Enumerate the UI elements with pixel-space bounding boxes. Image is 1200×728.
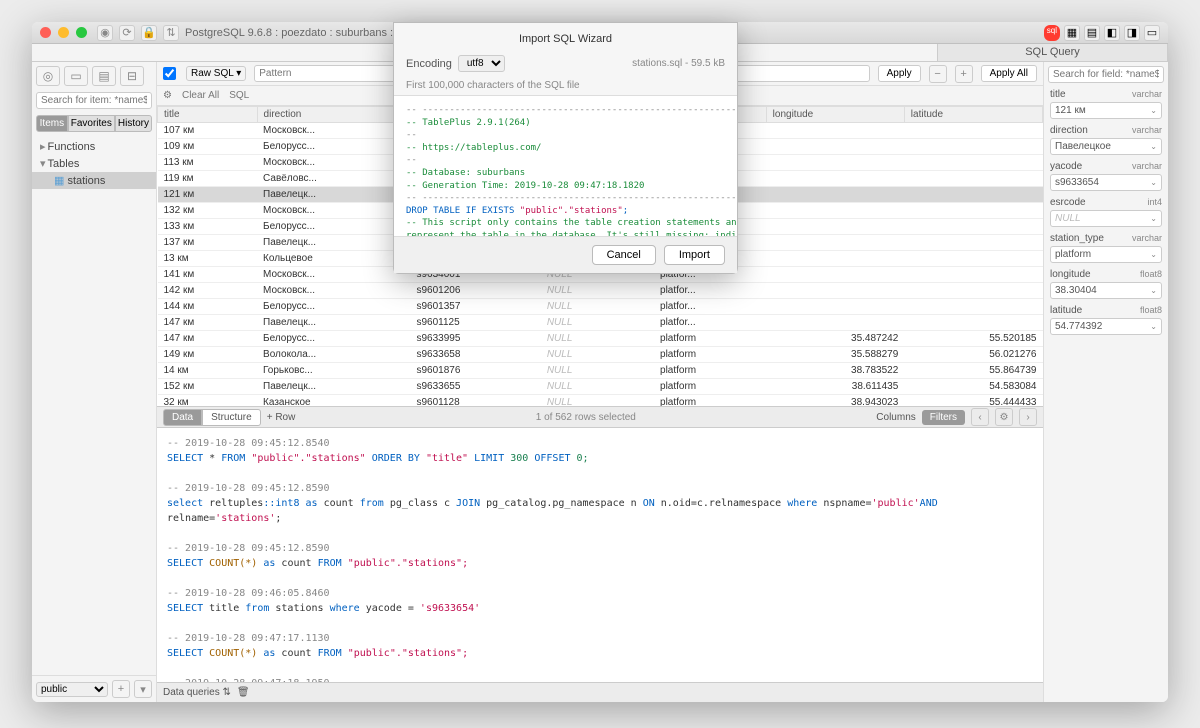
sql-log-pane: -- 2019-10-28 09:45:12.8540 SELECT * FRO…: [157, 428, 1043, 682]
inspector-field-label: latitudefloat8: [1050, 303, 1162, 318]
rawsql-label[interactable]: Raw SQL ▾: [186, 66, 246, 81]
export-icon[interactable]: ⊟: [120, 66, 144, 86]
minimize-icon[interactable]: [58, 27, 69, 38]
history-icon[interactable]: ▤: [92, 66, 116, 86]
inspector-field-label: esrcodeint4: [1050, 195, 1162, 210]
refresh-icon[interactable]: ⟳: [119, 25, 135, 41]
rawsql-checkbox[interactable]: [163, 67, 176, 80]
tab-sqlquery[interactable]: SQL Query: [938, 44, 1168, 61]
sidebar: ◎ ▭ ▤ ⊟ Items Favorites History ▸Functio…: [32, 62, 157, 702]
gear-icon[interactable]: ⚙: [163, 90, 172, 101]
col-header[interactable]: direction: [257, 107, 410, 123]
toolbar-left-icons: ◉ ⟳ 🔒 ⇅: [97, 25, 179, 41]
inspector-search[interactable]: [1048, 66, 1164, 83]
table-row[interactable]: 149 кмВолокола...s9633658NULLplatform35.…: [158, 347, 1043, 363]
add-row[interactable]: + Row: [267, 412, 296, 423]
table-row[interactable]: 152 кмПавелецк...s9633655NULLplatform38.…: [158, 379, 1043, 395]
traffic-lights: [40, 27, 87, 38]
table-row[interactable]: 144 кмБелорусс...s9601357NULLplatfor...: [158, 299, 1043, 315]
add-button[interactable]: +: [112, 680, 130, 698]
cancel-button[interactable]: Cancel: [592, 245, 656, 265]
tree-tables[interactable]: ▾Tables: [32, 155, 156, 172]
tree-functions[interactable]: ▸Functions: [32, 138, 156, 155]
data-queries[interactable]: Data queries ⇅: [163, 687, 231, 698]
tree-item-stations[interactable]: ▦ stations: [32, 172, 156, 189]
inspector-field-label: station_typevarchar: [1050, 231, 1162, 246]
network-icon[interactable]: ⇅: [163, 25, 179, 41]
clearall-link[interactable]: Clear All: [182, 90, 219, 101]
layout1-icon[interactable]: ◧: [1104, 25, 1120, 41]
inspector-field-value[interactable]: NULL⌄: [1050, 210, 1162, 227]
sql-badge: sql: [1044, 25, 1060, 41]
import-button[interactable]: Import: [664, 245, 725, 265]
seg-favorites[interactable]: Favorites: [68, 115, 115, 132]
table-row[interactable]: 142 кмМосковск...s9601206NULLplatfor...: [158, 283, 1043, 299]
dialog-title: Import SQL Wizard: [394, 23, 737, 51]
file-info: stations.sql - 59.5 kB: [632, 58, 725, 69]
lock-icon[interactable]: 🔒: [141, 25, 157, 41]
seg-structure[interactable]: Structure: [202, 409, 261, 426]
gear2-icon[interactable]: ⚙: [995, 408, 1013, 426]
applyall-button[interactable]: Apply All: [981, 65, 1037, 82]
apply-button[interactable]: Apply: [878, 65, 921, 82]
dialog-subtitle: First 100,000 characters of the SQL file: [394, 76, 737, 96]
grid-icon[interactable]: ▦: [1064, 25, 1080, 41]
sql-link[interactable]: SQL: [229, 90, 249, 101]
table-row[interactable]: 147 кмБелорусс...s9633995NULLplatform35.…: [158, 331, 1043, 347]
plus-icon[interactable]: +: [955, 65, 973, 83]
right-inspector: titlevarchar121 км⌄ directionvarcharПавел…: [1043, 62, 1168, 702]
table-row[interactable]: 147 кмПавелецк...s9601125NULLplatfor...: [158, 315, 1043, 331]
schema-select[interactable]: public: [36, 682, 108, 697]
connection-icon[interactable]: ◎: [36, 66, 60, 86]
table-row[interactable]: 14 кмГорьковс...s9601876NULLplatform38.7…: [158, 363, 1043, 379]
encoding-label: Encoding: [406, 58, 452, 70]
inspector-field-label: yacodevarchar: [1050, 159, 1162, 174]
columns-link[interactable]: Columns: [876, 412, 915, 423]
col-header[interactable]: title: [158, 107, 258, 123]
encoding-select[interactable]: utf8: [458, 55, 505, 72]
col-header[interactable]: longitude: [766, 107, 904, 123]
sidebar-search[interactable]: [36, 92, 152, 109]
inspector-field-value[interactable]: s9633654⌄: [1050, 174, 1162, 191]
inspector-field-label: directionvarchar: [1050, 123, 1162, 138]
seg-history[interactable]: History: [115, 115, 152, 132]
main-footer: Data queries ⇅ 🗑: [157, 682, 1043, 702]
prev-icon[interactable]: ‹: [971, 408, 989, 426]
inspector-field-value[interactable]: 54.774392⌄: [1050, 318, 1162, 335]
grid2-icon[interactable]: ▤: [1084, 25, 1100, 41]
inspector-field-value[interactable]: platform⌄: [1050, 246, 1162, 263]
more-button[interactable]: ▾: [134, 680, 152, 698]
mid-footer: Data Structure + Row 1 of 562 rows selec…: [157, 406, 1043, 428]
close-icon[interactable]: [40, 27, 51, 38]
sidebar-segments: Items Favorites History: [36, 115, 152, 132]
row-status: 1 of 562 rows selected: [301, 412, 870, 423]
next-icon[interactable]: ›: [1019, 408, 1037, 426]
zoom-icon[interactable]: [76, 27, 87, 38]
inspector-field-value[interactable]: Павелецкое⌄: [1050, 138, 1162, 155]
seg-data[interactable]: Data: [163, 409, 202, 426]
sql-icon[interactable]: ▭: [64, 66, 88, 86]
col-header[interactable]: latitude: [904, 107, 1042, 123]
trash-icon[interactable]: 🗑: [237, 687, 250, 698]
layout2-icon[interactable]: ◨: [1124, 25, 1140, 41]
inspector-field-label: titlevarchar: [1050, 87, 1162, 102]
eye-icon[interactable]: ◉: [97, 25, 113, 41]
import-dialog: Import SQL Wizard Encoding utf8 stations…: [393, 22, 738, 274]
minus-icon[interactable]: −: [929, 65, 947, 83]
table-row[interactable]: 32 кмКазанскоеs9601128NULLplatform38.943…: [158, 395, 1043, 407]
seg-items[interactable]: Items: [36, 115, 68, 132]
inspector-field-label: longitudefloat8: [1050, 267, 1162, 282]
inspector-field-value[interactable]: 121 км⌄: [1050, 102, 1162, 119]
dialog-code: -- -------------------------------------…: [394, 96, 737, 236]
inspector-field-value[interactable]: 38.30404⌄: [1050, 282, 1162, 299]
layout3-icon[interactable]: ▭: [1144, 25, 1160, 41]
toolbar-right-icons: sql ▦ ▤ ◧ ◨ ▭: [1044, 25, 1160, 41]
filters-button[interactable]: Filters: [922, 410, 965, 425]
